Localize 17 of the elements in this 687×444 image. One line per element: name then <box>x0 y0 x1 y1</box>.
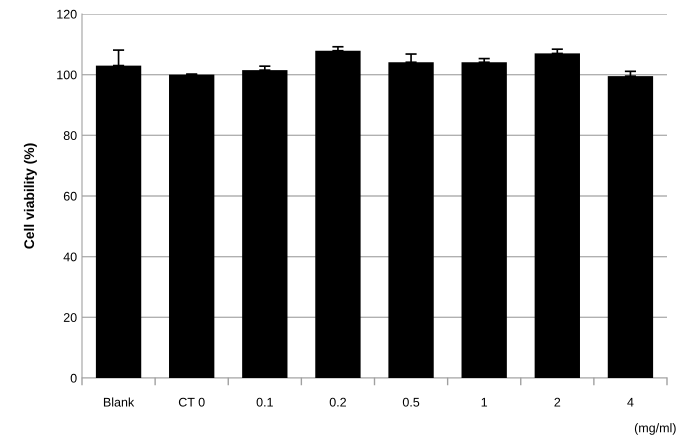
x-tick-label: CT 0 <box>178 398 205 407</box>
y-tick-label: 0 <box>70 374 77 383</box>
x-tick-label: 0.5 <box>402 398 420 407</box>
x-tick-label: 1 <box>482 398 488 407</box>
y-tick-label: 60 <box>64 192 77 201</box>
x-tick-label: 2 <box>554 398 560 407</box>
y-axis-title: Cell viability (%) <box>24 143 37 249</box>
y-tick-label: 80 <box>64 131 77 140</box>
y-tick-label: 40 <box>64 252 77 262</box>
x-tick-label: 4 <box>627 398 634 407</box>
x-tick-label: 0.1 <box>256 398 273 407</box>
y-tick-label: 120 <box>57 10 77 19</box>
x-tick-label: Blank <box>104 397 134 407</box>
x-axis-title: (mg/ml) <box>634 423 676 435</box>
y-tick-label: 100 <box>57 70 77 80</box>
x-tick-label: 0.2 <box>330 398 346 407</box>
y-tick-label: 20 <box>64 313 77 322</box>
